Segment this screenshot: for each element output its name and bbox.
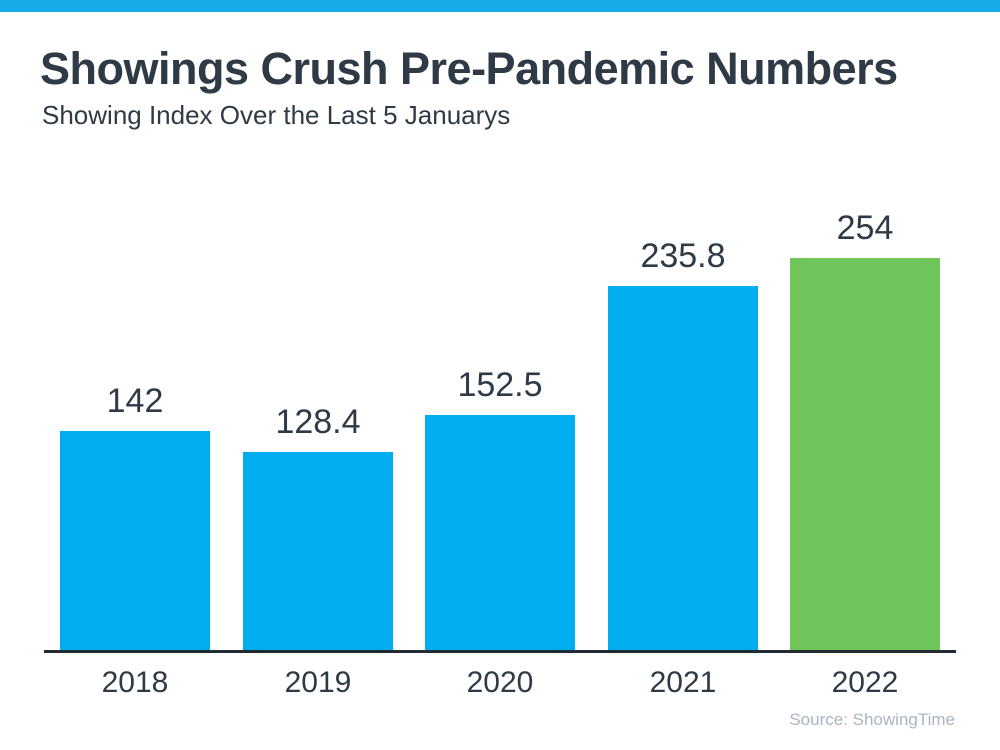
bar-2022 xyxy=(790,258,940,651)
x-axis-line xyxy=(44,650,956,653)
x-axis-tick-2021: 2021 xyxy=(649,666,717,699)
x-axis-tick-2022: 2022 xyxy=(831,666,899,699)
bar-value-label-2020: 152.5 xyxy=(457,366,543,404)
bar-value-label-2018: 142 xyxy=(106,382,164,420)
source-credit: Source: ShowingTime xyxy=(789,710,955,729)
bar-2019 xyxy=(243,452,393,651)
x-axis-tick-2018: 2018 xyxy=(101,666,169,699)
chart-title: Showings Crush Pre-Pandemic Numbers xyxy=(40,43,898,94)
x-axis-tick-2020: 2020 xyxy=(466,666,534,699)
top-accent-stripe xyxy=(0,0,1000,12)
bar-value-label-2019: 128.4 xyxy=(275,403,361,441)
bar-value-label-2022: 254 xyxy=(836,209,894,247)
bar-value-label-2021: 235.8 xyxy=(640,237,726,275)
bar-2018 xyxy=(60,431,210,651)
bar-2020 xyxy=(425,415,575,651)
bar-2021 xyxy=(608,286,758,651)
x-axis-tick-2019: 2019 xyxy=(284,666,352,699)
chart-subtitle: Showing Index Over the Last 5 Januarys xyxy=(42,100,511,130)
